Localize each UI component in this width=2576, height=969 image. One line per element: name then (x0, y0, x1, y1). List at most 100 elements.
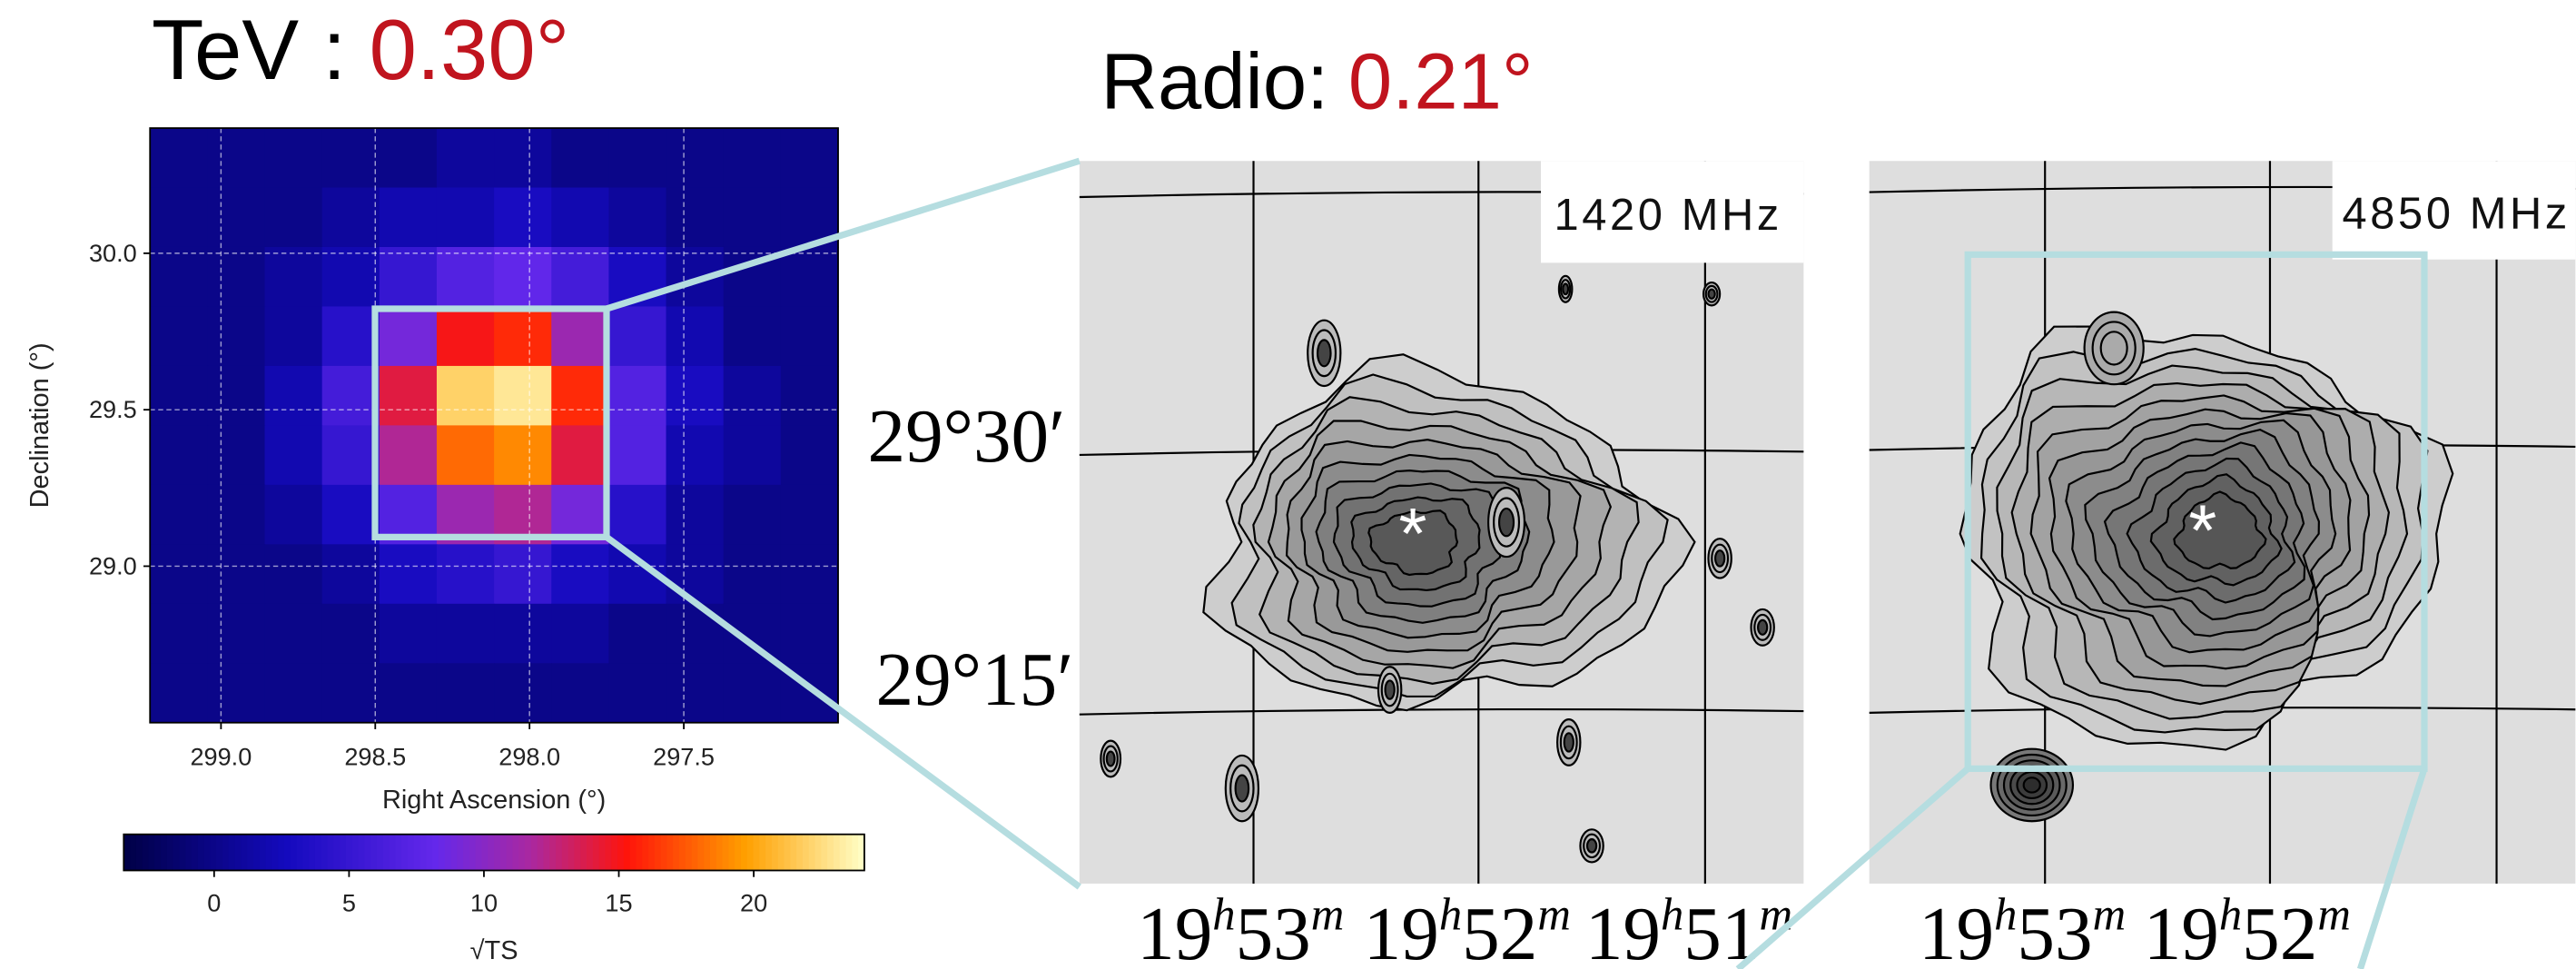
x-tick-label: 298.5 (344, 743, 406, 771)
heat-cell (608, 663, 666, 723)
heat-cell (666, 188, 725, 248)
colorbar-segment (747, 835, 755, 871)
ra-unit: m (1311, 889, 1345, 940)
ra-number: 52 (2242, 892, 2317, 969)
source-marker: * (2188, 489, 2216, 570)
heat-cell (608, 604, 666, 664)
heat-cell (437, 425, 495, 485)
ra-number: 19 (1919, 892, 1994, 969)
ra-number: 52 (1462, 892, 1537, 969)
colorbar-segment (476, 835, 483, 871)
colorbar-segment (278, 835, 285, 871)
colorbar-segment (580, 835, 587, 871)
heat-cell (265, 663, 323, 723)
tev-title: TeV : 0.30° (152, 2, 569, 97)
contour (1499, 509, 1514, 536)
heat-cell (380, 247, 438, 307)
heat-cell (437, 128, 495, 188)
colorbar-segment (759, 835, 766, 871)
colorbar-segment (161, 835, 168, 871)
tev-size: 0.30° (370, 2, 570, 97)
heat-cell (150, 663, 208, 723)
heat-cell (724, 366, 782, 426)
heat-cell (207, 128, 265, 188)
radio-title-text: Radio: (1100, 37, 1328, 125)
heat-cell (494, 247, 552, 307)
colorbar-segment (741, 835, 748, 871)
colorbar-segment (697, 835, 705, 871)
colorbar-segment (266, 835, 273, 871)
colorbar-segment (346, 835, 353, 871)
heat-cell (380, 544, 438, 604)
colorbar-segment (414, 835, 421, 871)
heat-cell (322, 366, 380, 426)
colorbar-segment (179, 835, 186, 871)
heat-cell (724, 485, 782, 545)
colorbar-segment (642, 835, 649, 871)
ra-unit: m (1537, 889, 1571, 940)
heat-cell (551, 604, 609, 664)
colorbar-label: √TS (470, 936, 518, 965)
heat-cell (207, 663, 265, 723)
colorbar-segment (728, 835, 735, 871)
heat-cell (551, 128, 609, 188)
heat-cell (207, 366, 265, 426)
colorbar-segment (754, 835, 761, 871)
frequency-label: 1420 MHz (1554, 191, 1781, 240)
colorbar-segment (364, 835, 371, 871)
colorbar-segment (291, 835, 298, 871)
heat-cell (724, 188, 782, 248)
colorbar-segment (549, 835, 557, 871)
heat-cell (437, 306, 495, 366)
colorbar-segment (167, 835, 174, 871)
colorbar-segment (796, 835, 804, 871)
ra-label: 19h53m (1919, 889, 2126, 969)
x-axis-label: Right Ascension (°) (382, 786, 606, 815)
colorbar-segment (235, 835, 242, 871)
colorbar-segment (624, 835, 631, 871)
colorbar-segment (710, 835, 717, 871)
heat-cell (265, 188, 323, 248)
heat-cell (724, 425, 782, 485)
colorbar-segment (636, 835, 643, 871)
heat-cell (666, 425, 725, 485)
ra-unit: h (1439, 889, 1462, 940)
contour (2101, 331, 2127, 364)
colorbar-segment (599, 835, 607, 871)
colorbar-tick-label: 20 (740, 889, 767, 917)
heat-cell (494, 544, 552, 604)
heat-cell (724, 544, 782, 604)
colorbar-segment (426, 835, 433, 871)
heat-cell (437, 247, 495, 307)
heat-cell (666, 604, 725, 664)
colorbar-segment (297, 835, 304, 871)
heat-cell (380, 425, 438, 485)
colorbar-segment (302, 835, 310, 871)
heat-cell (322, 188, 380, 248)
heat-cell (265, 544, 323, 604)
colorbar-segment (130, 835, 137, 871)
ra-unit: h (1212, 889, 1235, 940)
ra-labels: 19h53m19h52m19h51m19h53m19h52m (1137, 889, 2351, 969)
colorbar-segment (723, 835, 730, 871)
dec-label: 29°15′ (876, 638, 1074, 721)
colorbar-segment (525, 835, 532, 871)
heat-cell (265, 128, 323, 188)
colorbar-segment (574, 835, 581, 871)
heat-cell (494, 128, 552, 188)
colorbar-segment (593, 835, 600, 871)
colorbar-segment (630, 835, 637, 871)
colorbar-segment (846, 835, 854, 871)
heat-cell (781, 604, 839, 664)
tev-title-text: TeV : (152, 2, 346, 97)
heat-cell (322, 604, 380, 664)
heat-cell (265, 366, 323, 426)
colorbar-segment (143, 835, 150, 871)
heat-cell (551, 247, 609, 307)
heat-cell (494, 306, 552, 366)
heat-cell (437, 604, 495, 664)
ra-number: 19 (2144, 892, 2219, 969)
contour (2024, 777, 2040, 792)
contour (1386, 680, 1395, 698)
